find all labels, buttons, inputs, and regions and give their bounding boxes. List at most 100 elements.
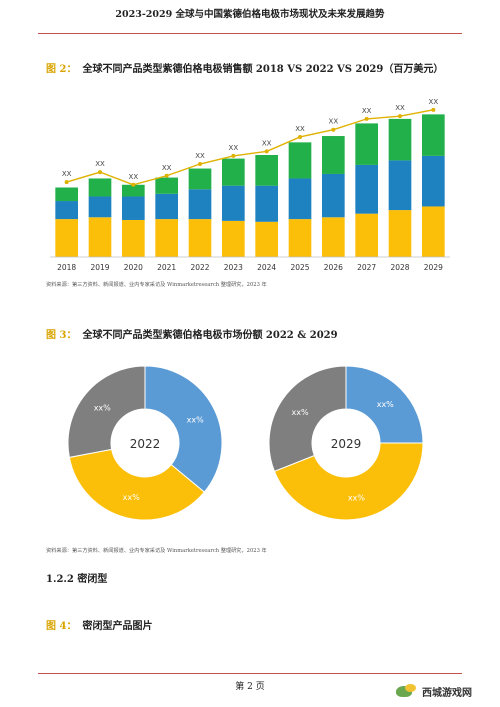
x-tick-label: 2019	[90, 263, 109, 272]
bar-segment-2026-2	[322, 136, 345, 174]
data-label: XX	[329, 118, 339, 126]
trend-point	[431, 107, 436, 112]
bar-segment-2021-1	[155, 193, 178, 220]
pie-slice-1	[273, 442, 424, 521]
bar-segment-2023-2	[222, 158, 245, 186]
trend-point	[131, 182, 136, 187]
pie-slice-0	[345, 365, 424, 444]
data-label: XX	[362, 107, 372, 115]
figure4-caption: 图 4： 密闭型产品图片	[46, 617, 152, 632]
data-label: XX	[195, 152, 205, 160]
trend-point	[331, 127, 336, 132]
bar-segment-2023-0	[222, 220, 245, 257]
x-tick-label: 2025	[290, 263, 309, 272]
pie-slice-2	[268, 365, 347, 472]
data-label: XX	[62, 170, 72, 178]
bar-segment-2020-0	[122, 219, 145, 257]
bar-segment-2024-0	[255, 221, 278, 257]
bar-segment-2020-1	[122, 196, 145, 220]
x-tick-label: 2020	[124, 263, 143, 272]
data-label: XX	[429, 98, 439, 106]
bar-segment-2019-2	[88, 178, 112, 197]
bar-segment-2028-2	[388, 118, 412, 161]
sales-bar-chart: 2018 2019 2020 2021 2022 2023 2024 2025 2026 2027…	[50, 98, 450, 272]
bar-segment-2018-2	[55, 187, 78, 202]
bar-segment-2025-2	[288, 142, 312, 179]
x-tick-label: 2022	[190, 263, 209, 272]
bar-segment-2027-2	[355, 123, 378, 165]
data-label: XX	[129, 173, 139, 181]
bar-segment-2029-0	[422, 206, 445, 257]
trend-point	[231, 153, 236, 158]
bar-segment-2022-2	[188, 168, 212, 190]
donut-center-label: 2029	[331, 437, 362, 451]
pie-slice-1	[68, 448, 206, 521]
pie-slice-label: xx%	[348, 494, 365, 503]
pie-slice-label: xx%	[377, 400, 394, 409]
data-label: XX	[262, 139, 272, 147]
trend-point	[398, 114, 402, 119]
x-tick-label: 2021	[157, 263, 176, 272]
bar-segment-2020-2	[122, 184, 145, 197]
trend-point	[98, 170, 102, 175]
trend-point	[264, 149, 269, 154]
data-label: XX	[395, 104, 405, 112]
x-tick-label: 2028	[390, 263, 409, 272]
trend-point	[64, 180, 69, 185]
watermark: 西城游戏网	[396, 681, 482, 701]
header-divider	[38, 33, 462, 34]
page-header: 2023-2029 全球与中国紫德伯格电极市场现状及未来发展趋势	[115, 9, 385, 20]
footer-divider	[38, 673, 462, 674]
trend-point	[198, 162, 202, 167]
bar-segment-2024-2	[255, 154, 278, 186]
donut-chart-2029: xx% xx% xx% 2029	[268, 365, 424, 521]
bar-segment-2018-1	[55, 201, 78, 220]
x-tick-label: 2026	[324, 263, 343, 272]
pie-slice-0	[144, 365, 223, 493]
bar-segment-2028-1	[388, 160, 412, 211]
trend-point	[364, 116, 369, 121]
watermark-text: 西城游戏网	[422, 687, 472, 699]
page-number: 第 2 页	[235, 682, 265, 692]
bar-segment-2029-1	[422, 155, 445, 207]
bar-segment-2018-0	[55, 219, 78, 257]
pie-slice-label: xx%	[123, 493, 140, 502]
pie-slice-label: xx%	[292, 408, 309, 417]
bar-segment-2019-0	[88, 217, 112, 257]
bar-segment-2019-1	[88, 196, 112, 218]
bar-segment-2029-2	[422, 114, 445, 156]
data-label: XX	[162, 164, 172, 172]
figure2-source: 资料来源：第三方资料、新闻报道、业内专家采访及 Winmarketresearc…	[46, 282, 267, 288]
pie-slice-2	[67, 365, 146, 459]
donut-chart-2022: xx% xx% xx% 2022	[67, 365, 223, 521]
bar-segment-2026-1	[322, 173, 345, 218]
figure2-caption: 图 2： 全球不同产品类型紫德伯格电极销售额 2018 VS 2022 VS 20…	[46, 60, 443, 75]
figure2-label: 图 2：	[46, 64, 77, 75]
x-tick-label: 2029	[424, 263, 443, 272]
bar-segment-2021-0	[155, 219, 178, 257]
x-tick-label: 2023	[224, 263, 243, 272]
trend-point	[298, 134, 302, 139]
data-label: XX	[295, 125, 305, 133]
figure2-title: 全球不同产品类型紫德伯格电极销售额 2018 VS 2022 VS 2029（百…	[82, 64, 444, 75]
figure3-caption: 图 3： 全球不同产品类型紫德伯格电极市场份额 2022 & 2029	[46, 326, 338, 341]
bar-segment-2023-1	[222, 185, 245, 221]
bar-segment-2024-1	[255, 185, 278, 222]
data-label: XX	[95, 160, 105, 168]
x-tick-label: 2018	[57, 263, 76, 272]
bar-segment-2022-0	[188, 219, 212, 257]
bar-segment-2028-0	[388, 210, 412, 257]
section-heading: 1.2.2 密闭型	[46, 574, 108, 585]
pie-slice-label: xx%	[187, 415, 204, 424]
bar-segment-2021-2	[155, 177, 178, 194]
bar-segment-2025-1	[288, 178, 312, 220]
figure4-title: 密闭型产品图片	[82, 621, 153, 632]
bar-segment-2025-0	[288, 219, 312, 257]
figure3-label: 图 3：	[46, 330, 77, 341]
bar-segment-2022-1	[188, 189, 212, 220]
bar-segment-2027-1	[355, 164, 378, 214]
pie-slice-label: xx%	[94, 404, 111, 413]
trend-point	[164, 173, 169, 178]
bar-segment-2026-0	[322, 217, 345, 257]
trend-line	[66, 109, 434, 186]
